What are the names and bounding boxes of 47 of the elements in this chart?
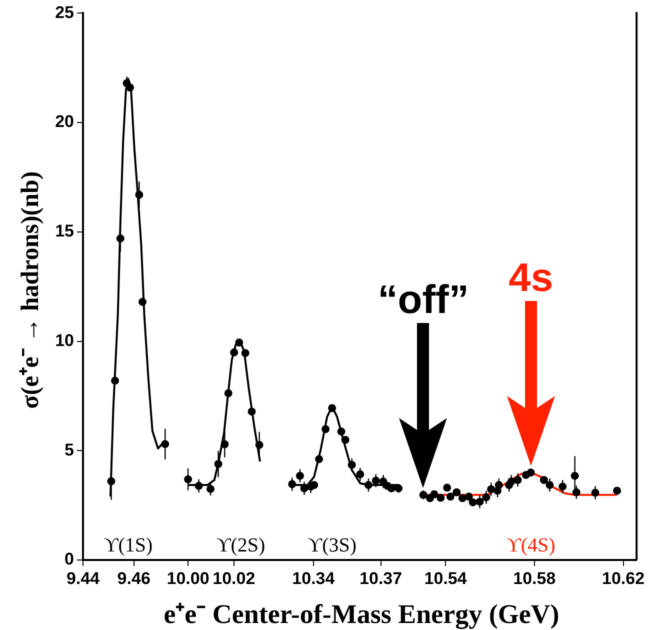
x-tick-label: 10.37 bbox=[360, 568, 402, 588]
point bbox=[310, 481, 318, 490]
y-tick-label: 15 bbox=[55, 222, 74, 241]
point bbox=[540, 476, 548, 484]
x-tick-label: 10.62 bbox=[602, 568, 645, 588]
point bbox=[526, 468, 535, 477]
annotation: “off” bbox=[378, 278, 469, 322]
y-tick-label: 0 bbox=[64, 550, 74, 569]
y-tick-label: 25 bbox=[55, 2, 74, 22]
point bbox=[322, 425, 330, 434]
y-tick-label: 10 bbox=[55, 330, 74, 350]
point bbox=[452, 488, 461, 496]
point bbox=[436, 494, 445, 502]
point bbox=[458, 494, 466, 502]
x-tick-label: 10.00 bbox=[166, 568, 210, 588]
point bbox=[235, 338, 244, 347]
point bbox=[138, 298, 147, 306]
annotation: ϒ(2S) bbox=[216, 534, 266, 556]
annotation: ϒ(4S) bbox=[506, 534, 556, 556]
x-tick-label: 10.02 bbox=[212, 568, 256, 588]
y-tick-label: 20 bbox=[55, 112, 74, 132]
annotation: ϒ(1S) bbox=[104, 534, 153, 556]
x-tick-label: 10.34 bbox=[292, 568, 336, 588]
x-tick-label: 10.54 bbox=[424, 568, 468, 588]
x-tick-label: 9.46 bbox=[117, 568, 150, 588]
y-tick-label: 5 bbox=[64, 440, 74, 460]
y-axis-title: σ(e⁺e⁻ → hadrons)(nb) bbox=[16, 171, 45, 409]
point bbox=[430, 490, 438, 498]
point bbox=[613, 486, 622, 495]
point bbox=[464, 492, 473, 501]
annotation: ϒ(3S) bbox=[308, 534, 357, 556]
x-tick-label: 9.44 bbox=[66, 568, 100, 588]
point bbox=[328, 404, 336, 412]
point bbox=[224, 389, 232, 398]
annotation: 4s bbox=[508, 256, 554, 300]
point bbox=[241, 349, 250, 358]
point bbox=[248, 408, 256, 416]
point bbox=[468, 498, 477, 506]
point bbox=[111, 376, 120, 385]
point bbox=[446, 492, 454, 501]
x-tick-label: 10.58 bbox=[513, 568, 556, 588]
point bbox=[337, 428, 346, 436]
point bbox=[315, 455, 324, 464]
point bbox=[341, 436, 350, 444]
x-axis-title: e⁺e⁻ Center-of-Mass Energy (GeV) bbox=[162, 598, 560, 630]
point bbox=[443, 484, 452, 492]
point bbox=[230, 348, 238, 356]
